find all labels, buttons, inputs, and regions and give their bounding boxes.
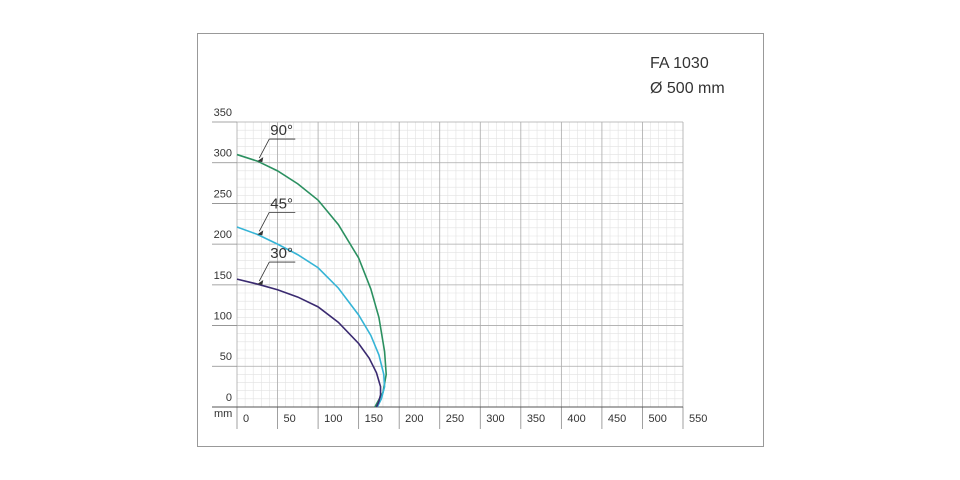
- leader-line: [258, 138, 270, 159]
- leader-line: [258, 212, 270, 232]
- x-tick-label: 100: [324, 413, 342, 425]
- x-tick-label: 450: [608, 413, 626, 425]
- curve: [236, 278, 382, 408]
- leader-arrow: [257, 157, 264, 163]
- x-tick-label: 250: [446, 413, 464, 425]
- chart-subtitle: Ø 500 mm: [650, 80, 725, 97]
- x-tick-label: 350: [527, 413, 545, 425]
- series-label: 90°: [270, 122, 293, 139]
- x-tick-label: 0: [243, 413, 249, 425]
- curve: [236, 153, 388, 408]
- leader-arrow: [257, 230, 264, 236]
- x-tick-label: 300: [486, 413, 504, 425]
- leader-arrow: [257, 280, 264, 286]
- y-tick-label: 100: [214, 310, 232, 322]
- x-axis-label: mm: [214, 408, 232, 420]
- y-tick-label: 0: [226, 392, 232, 404]
- y-tick-label: 250: [214, 188, 232, 200]
- series-label: 45°: [270, 195, 293, 212]
- leader-line: [258, 261, 270, 282]
- y-tick-label: 50: [220, 351, 232, 363]
- curve: [236, 226, 386, 408]
- y-tick-label: 200: [214, 229, 232, 241]
- x-tick-label: 150: [365, 413, 383, 425]
- x-tick-label: 200: [405, 413, 423, 425]
- y-tick-label: 300: [214, 148, 232, 160]
- x-tick-label: 550: [689, 413, 707, 425]
- y-tick-label: 350: [214, 107, 232, 119]
- x-tick-label: 500: [648, 413, 666, 425]
- chart-title: FA 1030: [650, 55, 709, 72]
- x-tick-label: 400: [567, 413, 585, 425]
- series-label: 30°: [270, 245, 293, 262]
- y-tick-label: 150: [214, 270, 232, 282]
- x-tick-label: 50: [284, 413, 296, 425]
